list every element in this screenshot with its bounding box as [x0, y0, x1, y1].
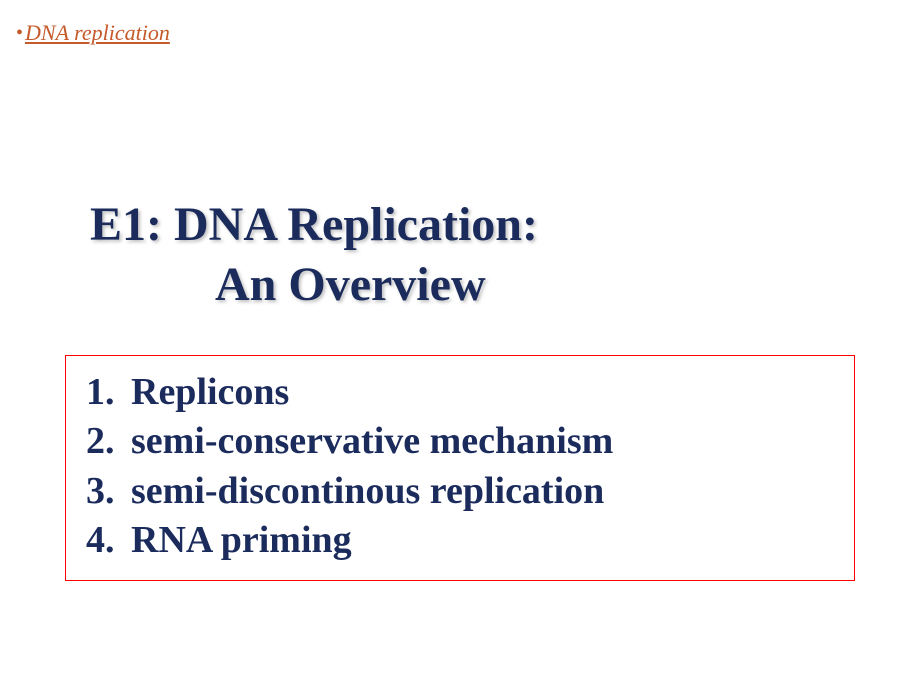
list-text: Replicons: [131, 368, 834, 417]
list-number: 3.: [86, 467, 131, 516]
list-item: 2. semi-conservative mechanism: [86, 417, 834, 466]
list-number: 1.: [86, 368, 131, 417]
header-link[interactable]: • DNA replication: [16, 20, 170, 46]
slide-title: E1: DNA Replication: An Overview: [90, 195, 850, 315]
list-number: 2.: [86, 417, 131, 466]
list-item: 1. Replicons: [86, 368, 834, 417]
header-link-text: DNA replication: [25, 20, 170, 46]
list-text: semi-conservative mechanism: [131, 417, 834, 466]
list-number: 4.: [86, 516, 131, 565]
bullet-icon: •: [16, 22, 23, 45]
list-item: 4. RNA priming: [86, 516, 834, 565]
topics-list-box: 1. Replicons 2. semi-conservative mechan…: [65, 355, 855, 581]
title-line-2: An Overview: [90, 255, 850, 315]
list-text: RNA priming: [131, 516, 834, 565]
title-line-1: E1: DNA Replication:: [90, 195, 850, 255]
list-item: 3. semi-discontinous replication: [86, 467, 834, 516]
list-text: semi-discontinous replication: [131, 467, 834, 516]
